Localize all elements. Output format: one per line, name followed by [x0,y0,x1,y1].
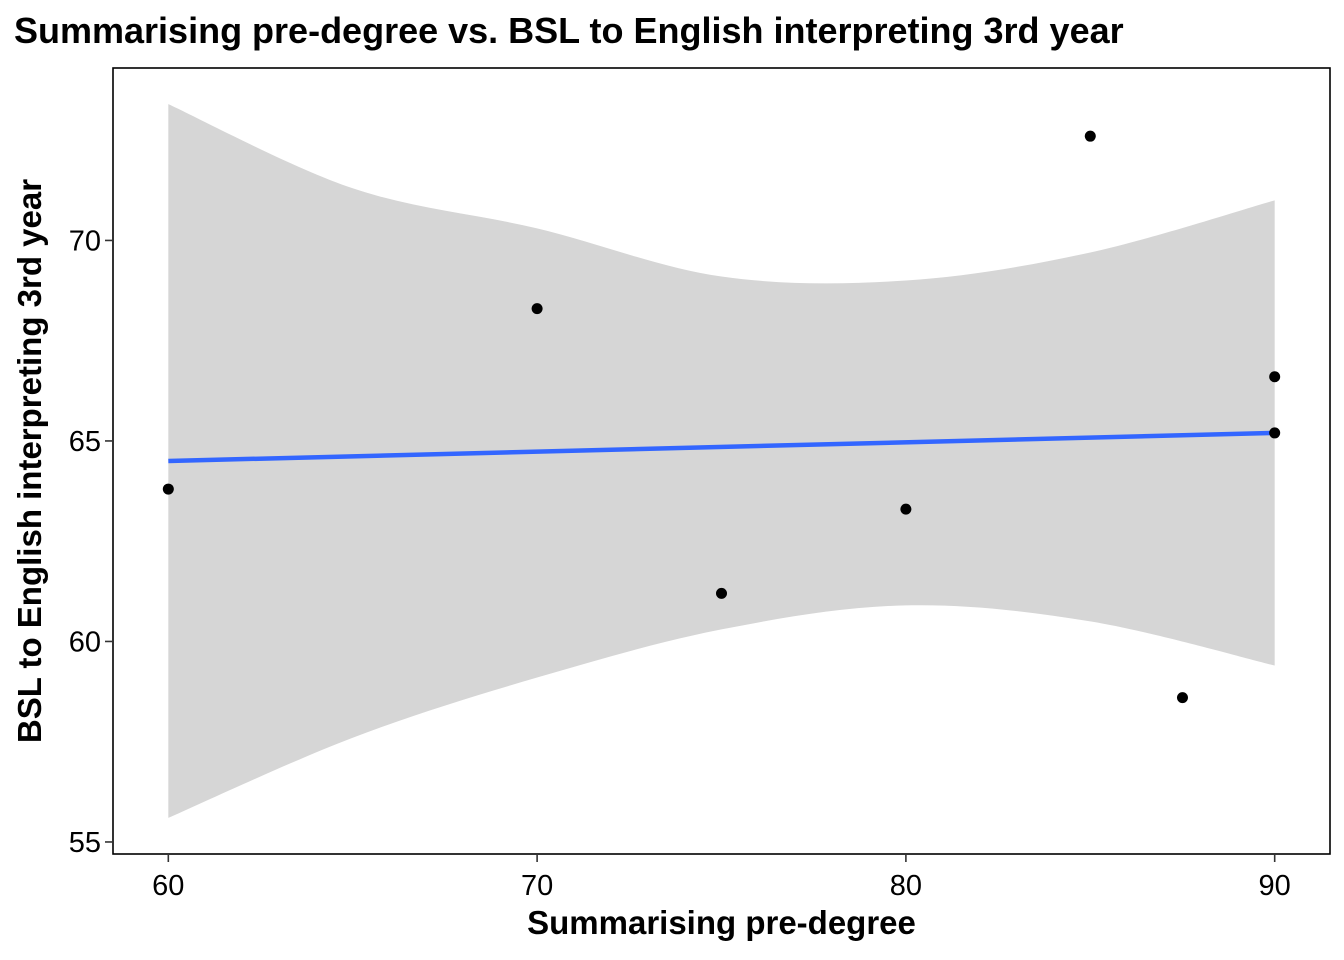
regression-line [168,430,1275,464]
data-point [1269,427,1281,439]
data-point [1084,130,1096,142]
x-tick-label: 70 [521,870,553,902]
data-point [1176,692,1188,704]
x-tick-label: 90 [1259,870,1291,902]
confidence-band [168,104,1275,818]
data-point [716,587,727,599]
x-tick-label: 80 [890,870,922,902]
fit-line-layer [168,430,1275,464]
y-axis-title: BSL to English interpreting 3rd year [11,178,48,744]
y-axis-ticks: 55 60 65 70 [69,225,113,859]
y-tick-label: 55 [69,827,101,859]
plot-panel-border [112,67,1331,855]
confidence-band-layer [168,104,1275,818]
chart-title: Summarising pre-degree vs. BSL to Englis… [14,10,1124,51]
y-tick-label: 65 [69,426,101,458]
data-points-layer [162,130,1281,704]
data-point [900,503,912,515]
x-axis-ticks: 60 70 80 90 [152,854,1291,902]
x-tick-label: 60 [152,870,184,902]
x-axis-title: Summarising pre-degree [527,904,916,941]
y-tick-label: 70 [69,225,101,257]
data-point [531,303,543,315]
y-tick-label: 60 [69,626,101,658]
data-point [162,483,174,495]
data-point [1269,371,1281,383]
